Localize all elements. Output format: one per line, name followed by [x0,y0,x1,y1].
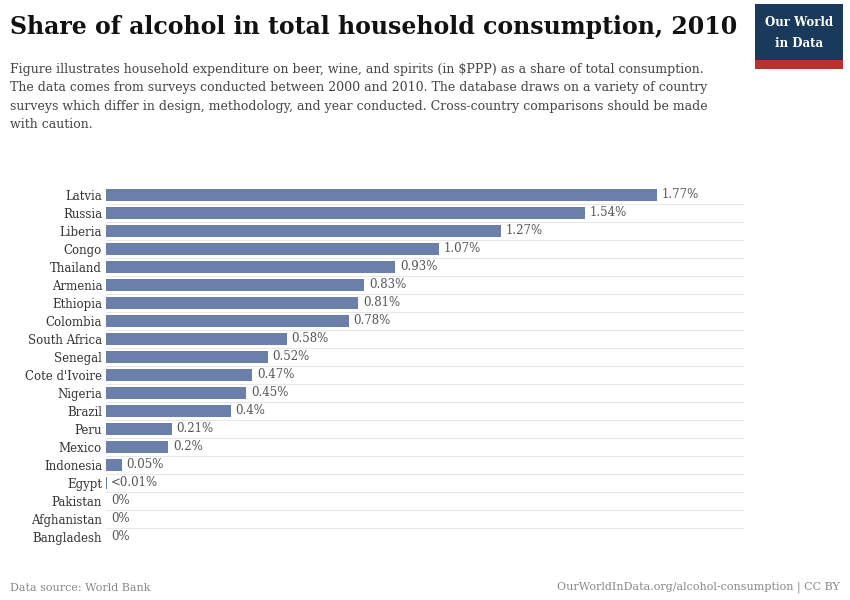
Bar [106,458,122,472]
Text: 0.58%: 0.58% [292,332,329,346]
Bar [106,242,439,256]
Bar [106,368,252,382]
Text: OurWorldInData.org/alcohol-consumption | CC BY: OurWorldInData.org/alcohol-consumption |… [557,581,840,593]
Bar [106,224,502,238]
Text: Share of alcohol in total household consumption, 2010: Share of alcohol in total household cons… [10,15,738,39]
Bar [106,404,230,418]
Text: 0.2%: 0.2% [173,440,203,454]
Text: <0.01%: <0.01% [111,476,158,490]
Text: 0.52%: 0.52% [273,350,310,364]
Text: 0%: 0% [110,530,129,544]
Bar [106,260,395,274]
Text: 0.45%: 0.45% [251,386,288,400]
Bar [106,332,286,346]
Bar [106,350,268,364]
Text: 0.81%: 0.81% [363,296,400,310]
Text: 0.21%: 0.21% [176,422,213,436]
Text: 0%: 0% [110,494,129,508]
Text: 0.93%: 0.93% [400,260,438,274]
Text: Our World: Our World [765,16,833,29]
Bar [106,188,657,202]
Text: 0.4%: 0.4% [235,404,265,418]
Text: in Data: in Data [775,37,823,50]
Bar [106,422,172,436]
Text: 0.47%: 0.47% [257,368,294,382]
Bar [106,206,585,220]
Text: 0.78%: 0.78% [354,314,391,328]
Text: Data source: World Bank: Data source: World Bank [10,583,150,593]
Text: Figure illustrates household expenditure on beer, wine, and spirits (in $PPP) as: Figure illustrates household expenditure… [10,63,708,131]
Text: 0.83%: 0.83% [369,278,406,292]
Bar [106,440,168,454]
Bar [106,314,348,328]
Bar [106,296,358,310]
Text: 1.54%: 1.54% [590,206,627,220]
Text: 1.27%: 1.27% [506,224,543,238]
Text: 1.77%: 1.77% [661,188,699,202]
Text: 0%: 0% [110,512,129,526]
Text: 1.07%: 1.07% [444,242,481,256]
Bar [106,278,365,292]
Bar [106,386,246,400]
Text: 0.05%: 0.05% [127,458,164,472]
